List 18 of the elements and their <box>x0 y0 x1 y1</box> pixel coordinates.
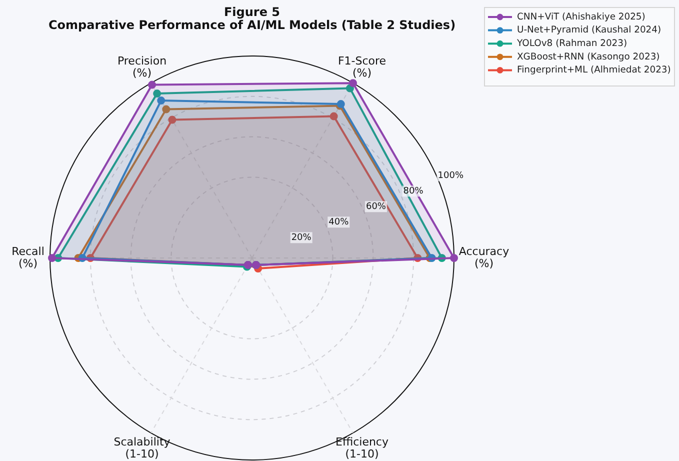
spoke-label: Efficiency (1-10) <box>336 435 389 460</box>
text: Comparative Performance of AI/ML Models (Table 2 Studies) <box>48 18 456 32</box>
spoke-label: F1-Score (%) <box>338 54 386 80</box>
y-tick-label: 60% <box>366 202 386 212</box>
y-tick-label: 100% <box>438 171 464 182</box>
spoke-label: Precision (%) <box>117 54 167 80</box>
legend-label: Fingerprint+ML (Alhmiedat 2023) <box>517 64 671 76</box>
chart-title: Figure 5 <box>224 5 280 20</box>
legend-label: YOLOv8 (Rahman 2023) <box>516 38 628 49</box>
y-tick-label: 80% <box>403 186 424 197</box>
y-tick-label: 40% <box>328 217 350 228</box>
y-tick-label: 20% <box>291 232 312 243</box>
spoke-label: Scalability (1-10) <box>114 435 171 460</box>
spoke-label: Accuracy (%) <box>458 244 510 270</box>
legend-label: XGBoost+RNN (Kasongo 2023) <box>517 51 660 62</box>
legend-label: U-Net+Pyramid (Kaushal 2024) <box>517 24 662 36</box>
legend-label: CNN+ViT (Ahishakiye 2025) <box>517 11 646 22</box>
spoke-label: Recall (%) <box>12 244 44 270</box>
